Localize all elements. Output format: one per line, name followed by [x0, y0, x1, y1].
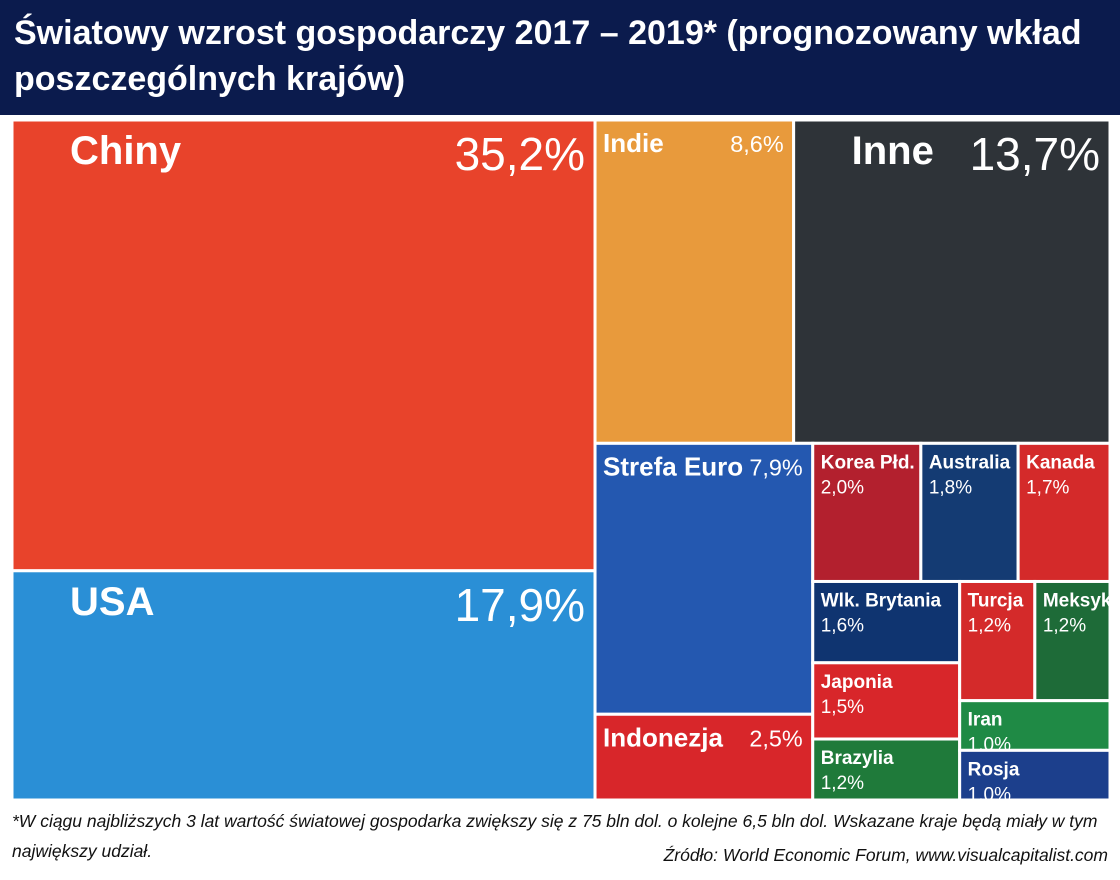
tile-value: 2,0% — [821, 477, 864, 498]
tile — [958, 748, 1112, 802]
tile-label: Inne — [852, 129, 934, 173]
tile-value: 13,7% — [970, 128, 1100, 180]
tile — [593, 441, 815, 716]
tile — [593, 118, 796, 445]
tile-label: Indonezja — [603, 722, 723, 752]
tile — [811, 737, 962, 802]
tile-value: 1,6% — [821, 615, 864, 636]
tile — [792, 118, 1112, 445]
tile-value: 1,8% — [929, 477, 972, 498]
tile-value: 35,2% — [455, 128, 585, 180]
tile-value: 7,9% — [749, 454, 802, 480]
tile — [811, 661, 962, 741]
tile-value: 1,2% — [968, 615, 1011, 636]
tile-label: Kanada — [1026, 452, 1095, 473]
footer: *W ciągu najbliższych 3 lat wartość świa… — [12, 806, 1108, 876]
tile-label: Indie — [603, 128, 664, 158]
chart-title: Światowy wzrost gospodarczy 2017 – 2019*… — [0, 0, 1120, 115]
tile-label: Turcja — [968, 590, 1024, 611]
tile — [10, 569, 597, 802]
tile-value: 1,0% — [968, 784, 1011, 805]
tile-value: 2,5% — [749, 725, 802, 751]
tile-value: 1,5% — [821, 697, 864, 718]
tile-value: 1,7% — [1026, 477, 1069, 498]
tile — [958, 579, 1037, 703]
tile-value: 8,6% — [730, 131, 783, 157]
treemap: Chiny 35,2% USA 17,9% Indie 8,6% Inne 13,7% Stre… — [10, 118, 1112, 805]
tile-value: 1,2% — [1043, 615, 1086, 636]
tile — [10, 118, 597, 573]
tile — [958, 699, 1112, 752]
tile-label: Brazylia — [821, 748, 894, 769]
tile-label: USA — [70, 580, 154, 624]
tile-label: Japonia — [821, 672, 893, 693]
footnote: *W ciągu najbliższych 3 lat wartość świa… — [12, 811, 1098, 861]
tile-label: Iran — [968, 710, 1003, 731]
tile-label: Chiny — [70, 129, 182, 173]
tile-label: Meksyk — [1043, 590, 1112, 611]
source: Źródło: World Economic Forum, www.visual… — [663, 845, 1108, 865]
tile — [1016, 441, 1112, 583]
tile-label: Korea Płd. — [821, 452, 915, 473]
tile-label: Rosja — [968, 759, 1020, 780]
tile-label: Wlk. Brytania — [821, 590, 942, 611]
tile — [593, 712, 815, 802]
tile-label: Australia — [929, 452, 1011, 473]
tile-label: Strefa Euro — [603, 451, 743, 481]
tile-value: 17,9% — [455, 579, 585, 631]
tile — [1033, 579, 1112, 703]
tile-value: 1,2% — [821, 773, 864, 794]
